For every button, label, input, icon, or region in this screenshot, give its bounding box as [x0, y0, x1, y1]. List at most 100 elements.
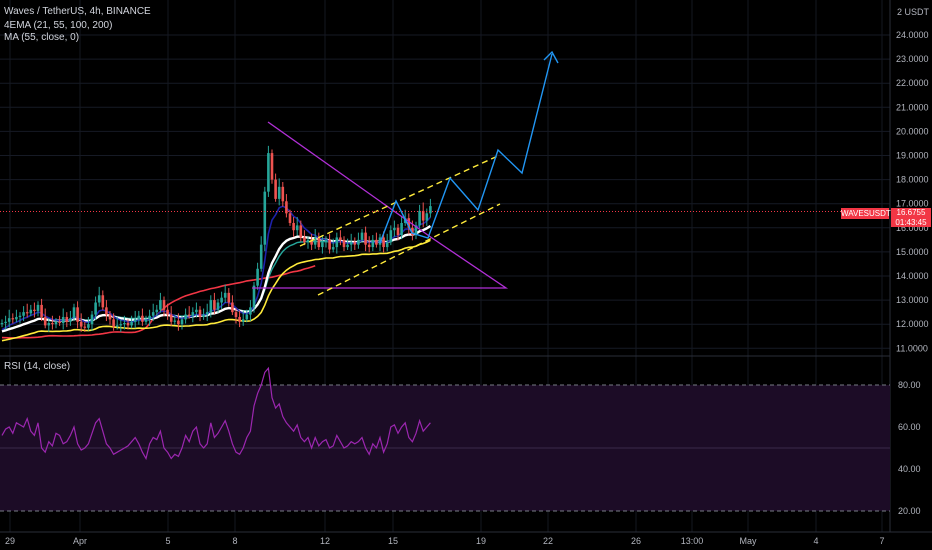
- candle-body: [33, 309, 36, 311]
- candle-body: [317, 237, 321, 248]
- candle-body: [313, 237, 317, 245]
- price-tick-label: 24.0000: [896, 30, 929, 40]
- candle-body: [396, 227, 400, 236]
- rsi-tick-label: 60.00: [898, 422, 921, 432]
- candle-body: [76, 307, 79, 322]
- candle-body: [400, 222, 403, 236]
- time-tick-label: Apr: [73, 536, 87, 546]
- candle-body: [15, 316, 18, 320]
- candle-body: [393, 227, 396, 231]
- price-axis[interactable]: 24.0000 23.0000 22.0000 21.0000 20.0000 19.00…: [896, 30, 929, 353]
- time-tick-label: 26: [631, 536, 641, 546]
- candle-body: [213, 300, 216, 310]
- candle-body: [216, 302, 220, 310]
- ema-21-line: [1, 205, 431, 331]
- candle-body: [166, 309, 169, 315]
- time-tick-label: 5: [165, 536, 170, 546]
- candle-body: [288, 213, 292, 223]
- time-axis[interactable]: 29 Apr 5 8 12 15 19 22 26 13:00 May 4 7: [5, 536, 885, 546]
- candle-body: [234, 312, 238, 317]
- candle-body: [25, 312, 29, 314]
- candle-body: [119, 324, 123, 326]
- candle-body: [306, 239, 310, 243]
- candle-body: [7, 318, 11, 322]
- time-tick-label: May: [739, 536, 757, 546]
- candle-body: [36, 304, 40, 311]
- candle-body: [241, 319, 245, 322]
- candle-body: [421, 210, 425, 221]
- last-price-tag: WAVESUSDT 16.6755 01:43:45: [841, 207, 932, 227]
- candle-body: [29, 309, 33, 314]
- candle-body: [425, 213, 429, 221]
- time-tick-label: 4: [813, 536, 818, 546]
- time-tick-label: 7: [879, 536, 884, 546]
- candle-body: [371, 239, 375, 248]
- candle-body: [245, 314, 249, 320]
- time-tick-label: 12: [320, 536, 330, 546]
- candle-body: [18, 315, 22, 317]
- candle-body: [180, 319, 184, 325]
- candle-body: [263, 191, 267, 245]
- candle-body: [274, 179, 277, 199]
- candle-body: [238, 316, 241, 322]
- candle-body: [223, 292, 227, 298]
- candle-body: [105, 307, 108, 315]
- projection-arrowhead: [543, 50, 559, 64]
- candle-body: [205, 312, 209, 315]
- ema-indicator-label[interactable]: 4EMA (21, 55, 100, 200): [4, 20, 113, 31]
- candle-body: [51, 322, 54, 325]
- price-tick-label: 12.0000: [896, 319, 929, 329]
- candle-body: [259, 244, 263, 269]
- ma-indicator-label[interactable]: MA (55, close, 0): [4, 32, 80, 43]
- rsi-line: [1, 366, 431, 461]
- rsi-axis[interactable]: 80.00 60.00 40.00 20.00: [898, 380, 921, 516]
- candle-body: [61, 316, 65, 323]
- channel-lower-line: [317, 203, 501, 296]
- candle-body: [349, 242, 353, 245]
- candle-body: [277, 186, 281, 199]
- candle-body: [295, 225, 299, 231]
- price-tick-label: 20.0000: [896, 126, 929, 136]
- candle-body: [202, 314, 205, 317]
- candle-body: [346, 244, 349, 248]
- candle-body: [195, 309, 198, 313]
- candle-body: [40, 304, 43, 317]
- candle-body: [43, 316, 47, 326]
- candle-body: [220, 297, 223, 303]
- candle-body: [281, 186, 285, 202]
- price-tick-label: 23.0000: [896, 54, 929, 64]
- candle-body: [328, 239, 331, 250]
- candle-body: [209, 300, 213, 313]
- currency-label[interactable]: 2 USDT: [897, 7, 930, 17]
- symbol-title[interactable]: Waves / TetherUS, 4h, BINANCE: [4, 6, 151, 17]
- candle-body: [65, 316, 69, 322]
- candle-body: [429, 206, 432, 214]
- candle-body: [151, 312, 155, 316]
- price-tag-countdown: 01:43:45: [891, 218, 931, 227]
- candle-body: [144, 319, 148, 322]
- price-tick-label: 11.0000: [896, 343, 928, 353]
- price-tick-label: 17.0000: [896, 199, 929, 209]
- candle-body: [411, 227, 414, 236]
- candle-body: [108, 314, 112, 320]
- candle-body: [22, 312, 25, 316]
- candle-body: [148, 315, 151, 320]
- candle-body: [299, 225, 303, 238]
- rsi-indicator-label[interactable]: RSI (14, close): [4, 361, 71, 372]
- candle-body: [353, 242, 357, 245]
- time-tick-label: 15: [388, 536, 398, 546]
- candle-body: [360, 232, 364, 240]
- rsi-pane: [0, 366, 890, 512]
- candle-body: [97, 295, 101, 303]
- candle-body: [198, 309, 202, 317]
- candle-body: [375, 239, 378, 245]
- candle-body: [414, 225, 418, 236]
- candle-body: [155, 309, 159, 313]
- candle-body: [357, 239, 360, 245]
- candle-body: [227, 292, 231, 303]
- candle-body: [159, 300, 162, 310]
- candle-body: [367, 244, 371, 248]
- candle-body: [126, 322, 130, 326]
- price-tick-label: 14.0000: [896, 271, 929, 281]
